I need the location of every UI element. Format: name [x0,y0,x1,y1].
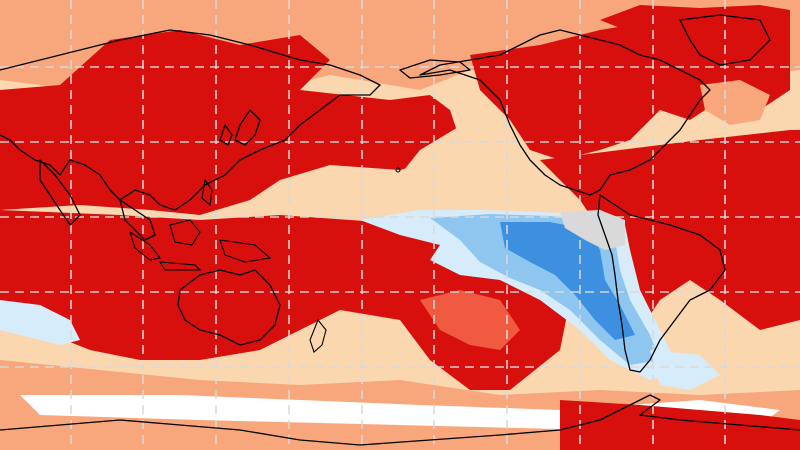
alaska-coastline [399,59,471,79]
borneo-outline [169,219,201,246]
greenland-coastline [679,14,771,66]
south-pacific-warm-streak [420,290,520,350]
southeast-asia-coastline [119,199,156,241]
coastlines [0,14,800,446]
north-america-warm [470,15,790,160]
india-coastline [39,159,81,226]
java-outline [158,261,202,271]
japan-coastline [234,109,261,146]
cold-tongue-strong-core [500,222,635,340]
korea-coastline [219,124,233,146]
nw-atlantic-mild-patch [700,80,770,125]
north-america-coastline [419,29,711,196]
hawaii-outline [395,167,401,173]
antarctic-warm-patch [560,400,800,450]
south-atlantic-cool [650,350,720,390]
eurasia-coastline [0,29,381,211]
australia-coastline [177,269,281,346]
south-america-coastline [597,194,726,373]
sumatra-outline [129,230,161,261]
antarctica-coastline [0,394,800,446]
southwest-indian-cool [0,300,80,345]
philippines-outline [201,178,213,207]
northeast-pacific-neutral [400,120,520,185]
near-zero-grey-patch [560,210,625,250]
arctic-warm-lobe [600,5,790,50]
new-guinea-outline [219,239,272,263]
americas-atlantic-warm [540,130,800,330]
new-zealand-outline [309,318,327,353]
north-pacific-eurasia-warm [0,30,460,215]
